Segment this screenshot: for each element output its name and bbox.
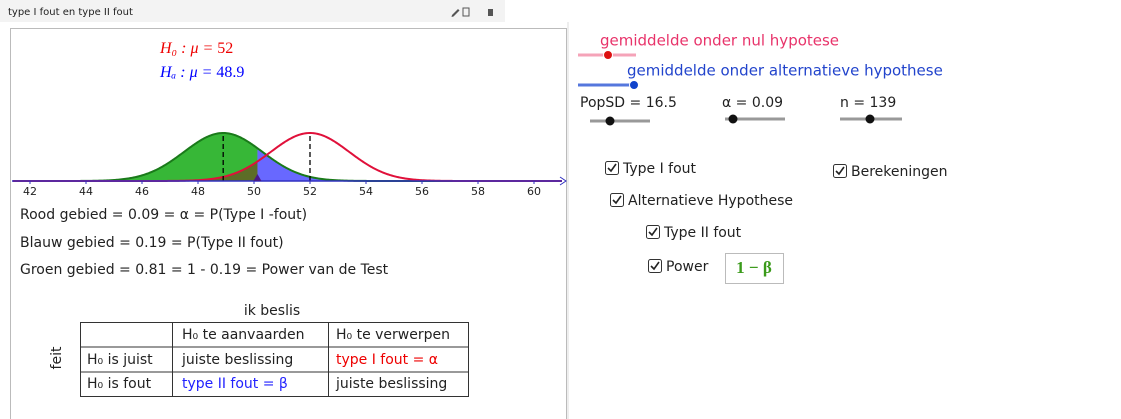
checkbox[interactable]	[605, 161, 619, 175]
alpha-text: α = 0.09	[722, 95, 783, 111]
h0-value: 52	[217, 40, 233, 57]
table-cell: juiste beslissing	[181, 352, 293, 368]
type2-area	[257, 148, 562, 181]
table-cell: type I fout = α	[336, 352, 438, 368]
slider-label: gemiddelde onder alternatieve hypothese	[627, 62, 943, 80]
n-value: 139	[870, 95, 897, 111]
h0-text: H₀ : μ = 52	[159, 40, 233, 57]
slider-handle[interactable]	[865, 114, 875, 124]
result-text: Rood gebied = 0.09 = α = P(Type I -fout)	[20, 207, 307, 223]
checkbox-label[interactable]: Alternatieve Hypothese	[628, 193, 793, 209]
table-frame	[80, 322, 469, 397]
slider-label: gemiddelde onder nul hypotese	[600, 32, 839, 50]
result-text: Groen gebied = 0.81 = 1 - 0.19 = Power v…	[20, 262, 389, 278]
slider-handle[interactable]	[603, 50, 613, 60]
slider-handle[interactable]	[605, 116, 615, 126]
edit-icon[interactable]	[451, 9, 460, 17]
power-formula: 1 − β	[736, 258, 772, 277]
critical-marker	[253, 174, 262, 181]
tick-label: 56	[415, 185, 429, 198]
tick-label: 50	[247, 185, 261, 198]
decision-table: ik beslis feit H₀ te aanvaarden H₀ te ve…	[49, 303, 469, 397]
tick-label: 60	[527, 185, 541, 198]
n-label: n =	[840, 95, 870, 111]
checkbox-label[interactable]: Berekeningen	[851, 164, 948, 180]
tick-label: 44	[79, 185, 93, 198]
table-cell: juiste beslissing	[335, 376, 447, 392]
result-text: Blauw gebied = 0.19 = P(Type II fout)	[20, 235, 284, 251]
ha-text: Hₐ : μ = 48.9	[159, 64, 244, 81]
checkmark[interactable]	[648, 227, 658, 237]
popsd-text: PopSD = 16.5	[580, 95, 677, 111]
type1-area	[13, 161, 258, 181]
tick-label: 58	[471, 185, 485, 198]
table-cell: H₀ is fout	[87, 376, 152, 392]
checkbox-label[interactable]: Type I fout	[622, 161, 697, 177]
tick-label: 52	[303, 185, 317, 198]
alpha-value: 0.09	[752, 95, 783, 111]
checkmark[interactable]	[650, 261, 660, 271]
checkbox-label[interactable]: Type II fout	[663, 225, 742, 241]
table-header: H₀ te aanvaarden	[182, 327, 305, 343]
tick-label: 42	[23, 185, 37, 198]
ha-label: Hₐ : μ =	[159, 64, 216, 81]
ha-value: 48.9	[216, 64, 244, 81]
checkbox[interactable]	[646, 225, 660, 239]
slider-handle[interactable]	[728, 114, 738, 124]
checkboxes: Type I fout Berekeningen Alternatieve Hypo…	[605, 161, 948, 275]
window-title: type I fout en type II fout	[8, 7, 133, 18]
power-area	[13, 133, 258, 181]
delete-icon[interactable]	[488, 9, 493, 16]
slider-handle[interactable]	[629, 80, 639, 90]
copy-icon[interactable]	[462, 7, 470, 17]
h0-label: H₀ : μ =	[159, 40, 217, 57]
checkbox-label[interactable]: Power	[666, 259, 709, 275]
table-cell: H₀ is juist	[87, 352, 153, 368]
tick-label: 46	[135, 185, 149, 198]
tick-label: 54	[359, 185, 373, 198]
table-header: H₀ te verwerpen	[336, 327, 450, 343]
tick-label: 48	[191, 185, 205, 198]
popsd-label: PopSD =	[580, 95, 646, 111]
controls: gemiddelde onder nul hypotese gemiddelde…	[578, 32, 948, 284]
popsd-value: 16.5	[646, 95, 677, 111]
title-bar	[0, 0, 505, 22]
checkmark[interactable]	[835, 166, 845, 176]
table-title: ik beslis	[244, 303, 300, 319]
checkmark[interactable]	[607, 163, 617, 173]
alpha-label: α =	[722, 95, 752, 111]
table-side: feit	[49, 346, 65, 369]
graphics-border	[10, 28, 567, 419]
formula-box	[725, 253, 784, 284]
n-text: n = 139	[840, 95, 896, 111]
table-cell: type II fout = β	[182, 376, 288, 392]
checkbox[interactable]	[833, 164, 847, 178]
plot: 42 44 46 48 50 52 54 56 58 60	[12, 131, 567, 198]
checkmark[interactable]	[612, 195, 622, 205]
toolbar-icons[interactable]	[451, 7, 494, 17]
axis-arrow	[559, 176, 567, 186]
checkbox[interactable]	[648, 259, 662, 273]
checkbox[interactable]	[610, 193, 624, 207]
